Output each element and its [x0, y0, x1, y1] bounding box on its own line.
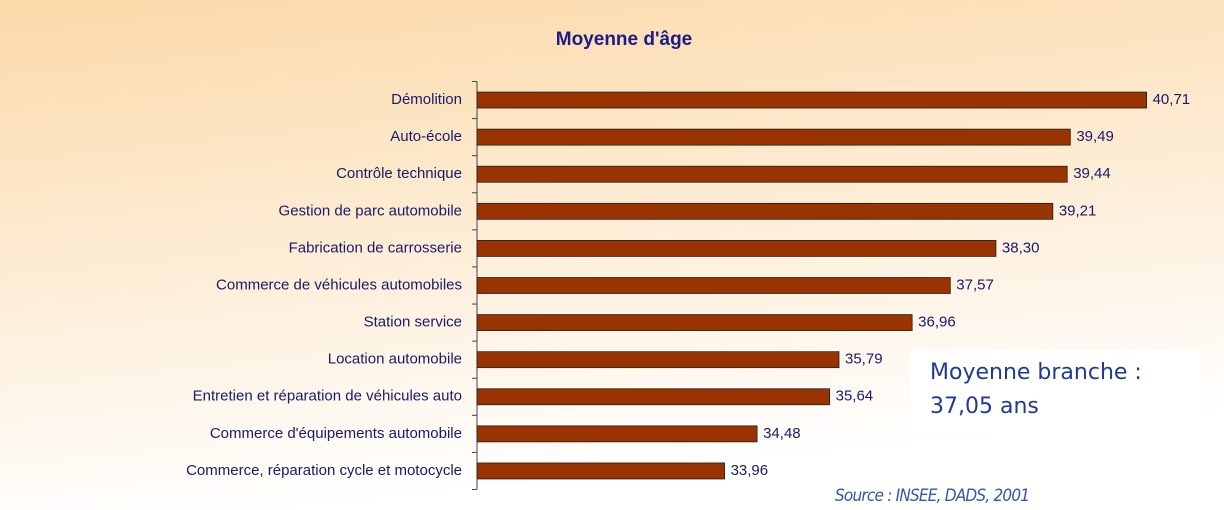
annotation: Moyenne branche : [930, 360, 1142, 385]
bar [476, 351, 840, 369]
y-tick-label: Location automobile [328, 351, 462, 368]
bar [476, 277, 951, 294]
bar [476, 91, 1148, 109]
value-label: 35,64 [836, 388, 874, 405]
value-label: 39,49 [1076, 128, 1114, 145]
y-tick-label: Entretien et réparation de véhicules aut… [193, 388, 462, 405]
value-label: 38,30 [1002, 239, 1040, 256]
y-tick-label: Commerce d'équipements automobile [210, 425, 462, 442]
source: Source : INSEE, DADS, 2001 [835, 486, 1030, 506]
bar [476, 240, 997, 257]
annotation: 37,05 ans [930, 394, 1039, 419]
value-label: 37,57 [956, 276, 994, 293]
value-label: 40,71 [1153, 91, 1191, 108]
y-tick-label: Contrôle technique [336, 165, 462, 182]
bar [476, 165, 1068, 183]
value-label: 39,44 [1073, 165, 1111, 182]
bar [476, 128, 1071, 146]
y-tick-label: Gestion de parc automobile [279, 202, 462, 219]
value-label: 35,79 [845, 351, 883, 368]
bar [476, 202, 1054, 220]
bar [476, 462, 725, 480]
value-label: 36,96 [918, 314, 956, 331]
bar [476, 388, 831, 406]
bar [476, 314, 913, 331]
bar [476, 425, 758, 443]
y-tick-label: Station service [364, 314, 462, 331]
value-label: 33,96 [731, 462, 769, 479]
y-tick-label: Commerce de véhicules automobiles [216, 276, 462, 293]
y-tick-label: Fabrication de carrosserie [289, 239, 462, 256]
y-tick-label: Auto-école [390, 128, 462, 145]
value-label: 34,48 [763, 425, 801, 442]
value-label: 39,21 [1059, 202, 1097, 219]
annotation-box [910, 350, 1200, 432]
y-tick-label: Démolition [391, 91, 462, 108]
chart-title: Moyenne d'âge [556, 29, 693, 50]
y-tick-label: Commerce, réparation cycle et motocycle [186, 462, 462, 479]
